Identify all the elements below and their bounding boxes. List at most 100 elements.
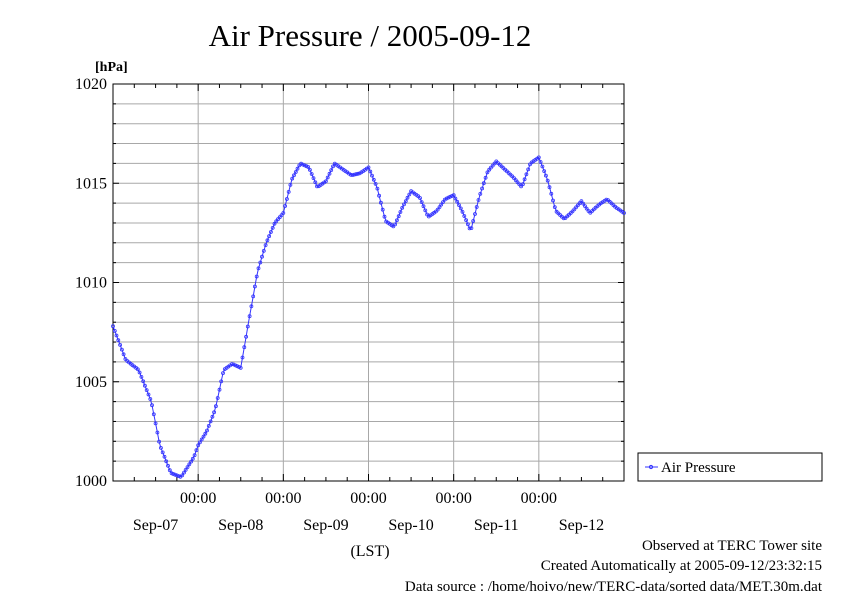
data-point <box>375 186 380 191</box>
data-point <box>464 218 469 223</box>
data-point <box>526 167 531 172</box>
data-point <box>272 221 277 226</box>
data-point <box>150 403 154 408</box>
data-point <box>151 412 156 417</box>
data-point <box>288 182 293 187</box>
data-point <box>199 437 204 442</box>
data-point <box>396 214 401 219</box>
data-point <box>203 431 208 436</box>
x-tick-label: 00:00 <box>350 490 386 507</box>
data-point <box>544 173 548 178</box>
data-point <box>549 191 554 196</box>
data-point <box>213 404 218 409</box>
data-point <box>252 284 257 289</box>
x-day-label: Sep-08 <box>218 517 263 534</box>
data-point <box>393 222 398 227</box>
data-point <box>315 184 319 189</box>
data-point <box>219 379 224 384</box>
data-point <box>366 165 371 170</box>
y-axis-unit: [hPa] <box>95 60 128 75</box>
data-point <box>261 248 266 253</box>
x-day-label: Sep-09 <box>303 517 348 534</box>
data-point <box>323 179 328 184</box>
data-point <box>325 175 330 180</box>
data-point <box>135 367 140 372</box>
data-point <box>540 164 545 169</box>
data-point <box>192 453 197 458</box>
footer-source: Data source : /home/hoivo/new/TERC-data/… <box>405 579 823 595</box>
data-point <box>403 199 408 204</box>
data-point <box>471 219 476 223</box>
data-point <box>457 203 461 208</box>
data-point <box>552 205 557 210</box>
data-point <box>469 226 474 231</box>
data-point <box>256 266 261 271</box>
data-point <box>354 172 359 177</box>
x-tick-label: 00:00 <box>265 490 301 507</box>
data-point <box>402 202 406 207</box>
data-point <box>208 419 213 424</box>
data-point <box>190 456 195 461</box>
data-point <box>292 173 296 178</box>
y-tick-label: 1005 <box>75 374 107 391</box>
data-point <box>139 374 144 379</box>
data-point <box>295 166 300 171</box>
data-point <box>254 274 259 279</box>
data-point <box>474 205 479 209</box>
data-point <box>419 200 424 205</box>
data-point <box>242 345 247 350</box>
data-point <box>160 450 165 455</box>
data-point <box>538 160 543 164</box>
data-point <box>439 202 444 207</box>
grid <box>113 84 624 481</box>
data-point <box>171 472 176 476</box>
y-tick-label: 1010 <box>75 275 107 292</box>
data-point <box>377 193 382 198</box>
data-point <box>327 171 332 176</box>
x-day-label: Sep-12 <box>559 517 604 534</box>
data-point <box>380 207 385 212</box>
data-point <box>480 186 485 191</box>
data-point <box>421 204 426 209</box>
y-tick-label: 1015 <box>75 175 107 192</box>
data-point <box>286 189 291 194</box>
data-point <box>583 204 587 209</box>
data-point <box>249 304 254 309</box>
data-point <box>120 347 124 352</box>
data-point <box>173 472 178 477</box>
data-point <box>142 383 147 388</box>
data-point <box>451 193 456 198</box>
data-point <box>524 172 529 177</box>
data-point <box>458 206 463 211</box>
data-point <box>263 243 268 248</box>
data-point <box>551 198 555 203</box>
data-point <box>519 184 523 189</box>
data-point <box>355 171 360 176</box>
x-axis-label: (LST) <box>350 543 389 560</box>
data-point <box>581 201 586 206</box>
data-point <box>545 178 550 183</box>
data-point <box>467 226 472 231</box>
data-point <box>483 175 488 180</box>
data-point <box>164 459 169 464</box>
data-point <box>350 173 355 178</box>
data-point <box>284 197 289 201</box>
legend-label: Air Pressure <box>661 460 736 476</box>
legend: Air Pressure <box>637 452 823 482</box>
footer-created: Created Automatically at 2005-09-12/23:3… <box>541 558 822 574</box>
data-point <box>465 222 470 227</box>
data-point <box>167 468 172 473</box>
data-point <box>212 410 217 415</box>
x-day-label: Sep-10 <box>388 517 433 534</box>
data-point <box>185 465 190 470</box>
data-point <box>194 448 199 453</box>
data-point <box>311 176 316 181</box>
data-point <box>121 352 126 357</box>
data-point <box>329 168 334 173</box>
y-tick-label: 1000 <box>75 473 107 490</box>
data-point <box>521 182 525 187</box>
data-point <box>449 194 454 198</box>
data-point <box>370 173 374 178</box>
data-point <box>206 423 211 428</box>
